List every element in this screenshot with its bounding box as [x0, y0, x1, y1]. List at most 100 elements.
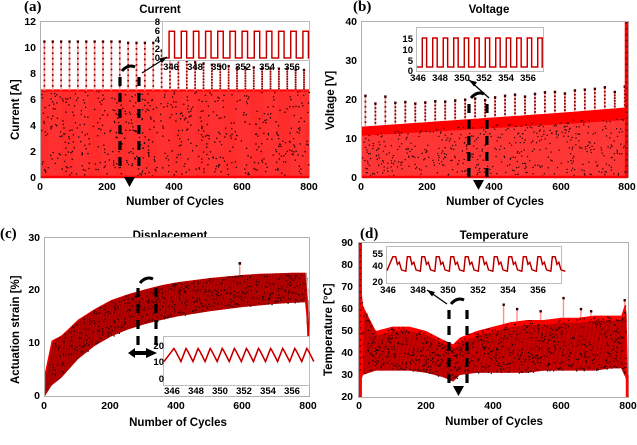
- panel-a-title: Current: [139, 4, 181, 16]
- panel-d-inset-xtick-348: 348: [410, 285, 426, 296]
- panel-c-inset-xtick-346: 346: [164, 386, 180, 397]
- panel-c-ytick-20: 20: [28, 284, 40, 296]
- panel-a-inset-xtick-350: 350: [211, 62, 227, 73]
- panel-a-xtick-600: 600: [233, 181, 251, 193]
- panel-b-inset-xtick-350: 350: [454, 73, 470, 84]
- panel-a-xtick-200: 200: [98, 181, 116, 193]
- down-arrow-icon: [124, 177, 135, 187]
- panel-d-inset-wave: [386, 256, 566, 273]
- panel-b-xtick-400: 400: [485, 181, 503, 193]
- panel-a-inset-ytick-6: 6: [154, 26, 160, 37]
- panel-a-inset-ytick-8: 8: [154, 17, 160, 28]
- panel-a-inset-ytick-0: 0: [154, 53, 160, 64]
- panel-a-ytick-10: 10: [24, 42, 36, 54]
- panel-d-inset-xtick-354: 354: [500, 285, 516, 296]
- panel-a-inset: [162, 21, 310, 61]
- panel-a-inset-xtick-356: 356: [284, 62, 300, 73]
- down-arrow-icon: [453, 386, 464, 396]
- panel-c: (c) Displacement 30 20 10 0 0 200 400 60…: [0, 224, 319, 445]
- panel-d-inset-ytick-20: 20: [372, 277, 383, 288]
- panel-d-inset-xtick-346: 346: [380, 285, 396, 296]
- panel-b-zoom-callout: [467, 79, 490, 190]
- panel-b-inset-wave: [417, 37, 543, 68]
- panel-a-xtick-0: 0: [37, 181, 43, 193]
- panel-b-inset-ytick-5: 5: [407, 56, 413, 67]
- arrow-head-icon: [427, 290, 435, 297]
- panel-b-ytick-20: 20: [345, 94, 357, 106]
- panel-b-inset-xtick-352: 352: [476, 73, 492, 84]
- panel-a-xtick-400: 400: [165, 181, 183, 193]
- panel-d-inset-xtick-356: 356: [530, 285, 546, 296]
- panel-c-inset-wave: [163, 346, 315, 364]
- panel-d-ytick-90: 90: [341, 237, 353, 249]
- right-arrow-icon: [146, 348, 157, 358]
- panel-a-xtick-800: 800: [300, 181, 318, 193]
- panel-d-zoom-callout: [426, 289, 469, 396]
- panel-a-letter: (a): [24, 0, 42, 15]
- panel-b-xlabel: Number of Cycles: [446, 196, 544, 208]
- panel-b: (b) Voltage 40 30 20 10 0 0 200 400 600 …: [319, 0, 637, 224]
- panel-c-inset-xtick-348: 348: [188, 386, 204, 397]
- panel-c-inset-xtick-356: 356: [284, 386, 300, 397]
- panel-b-inset: [416, 27, 544, 72]
- panel-d-ytick-50: 50: [341, 325, 353, 337]
- panel-c-xlabel: Number of Cycles: [129, 417, 227, 429]
- panel-c-xtick-400: 400: [167, 400, 185, 412]
- panel-a-inset-xtick-354: 354: [259, 62, 275, 73]
- panel-c-inset-ytick-10: 10: [153, 357, 164, 368]
- panel-b-xtick-800: 800: [618, 181, 636, 193]
- panel-d-inset-ytick-55: 55: [372, 249, 383, 260]
- panel-d-xtick-200: 200: [417, 400, 435, 412]
- panel-c-inset-xtick-352: 352: [236, 386, 252, 397]
- panel-c-xtick-0: 0: [41, 400, 47, 412]
- panel-c-inset-xtick-350: 350: [212, 386, 228, 397]
- arrow-head-icon: [469, 80, 477, 87]
- panel-d-xtick-0: 0: [356, 400, 362, 412]
- panel-a-inset-xtick-346: 346: [163, 62, 179, 73]
- panel-b-xtick-200: 200: [418, 181, 436, 193]
- panel-c-zoom-callout: [128, 276, 158, 358]
- panel-a-ytick-12: 12: [24, 16, 36, 28]
- panel-d-inset-xtick-352: 352: [470, 285, 486, 296]
- panel-b-ytick-10: 10: [345, 133, 357, 145]
- panel-b-inset-xtick-356: 356: [520, 73, 536, 84]
- panel-d-ytick-80: 80: [341, 259, 353, 271]
- panel-a-inset-ytick-4: 4: [154, 35, 160, 46]
- panel-a-inset-ytick-2: 2: [154, 44, 160, 55]
- panel-a-xlabel: Number of Cycles: [126, 196, 224, 208]
- panel-a-ytick-2: 2: [30, 146, 36, 158]
- panel-d-letter: (d): [360, 226, 379, 242]
- panel-d-ytick-70: 70: [341, 281, 353, 293]
- panel-b-ylabel: Voltage [V]: [325, 70, 337, 130]
- panel-b-data: [361, 22, 629, 179]
- panel-d-ytick-30: 30: [341, 369, 353, 381]
- panel-d-title: Temperature: [459, 230, 529, 242]
- panel-c-inset-ytick-0: 0: [158, 374, 164, 385]
- panel-d-xtick-600: 600: [552, 400, 570, 412]
- panel-b-ytick-40: 40: [345, 16, 357, 28]
- panel-b-inset-ytick-10: 10: [402, 45, 413, 56]
- panel-c-inset: [163, 336, 315, 386]
- panel-b-inset-xtick-354: 354: [498, 73, 514, 84]
- panel-b-inset-xtick-346: 346: [410, 73, 426, 84]
- panel-c-data: [45, 262, 310, 396]
- panel-c-inset-ytick-20: 20: [153, 341, 164, 352]
- down-arrow-icon: [473, 180, 484, 190]
- panel-c-letter: (c): [0, 226, 17, 242]
- panel-b-inset-ytick-0: 0: [407, 66, 413, 77]
- panel-d-inset-xtick-350: 350: [440, 285, 456, 296]
- panel-d-ytick-20: 20: [341, 391, 353, 403]
- panel-d-xtick-800: 800: [619, 400, 637, 412]
- panel-d-data: [358, 243, 629, 397]
- panel-d-ytick-40: 40: [341, 347, 353, 359]
- panel-c-ytick-10: 10: [28, 337, 40, 349]
- left-arrow-icon: [128, 348, 135, 358]
- panel-c-xtick-800: 800: [299, 400, 317, 412]
- panel-a-ytick-6: 6: [30, 94, 36, 106]
- panel-a: (a) Current 12 10 8 6 4 2 0 0 200 400 60…: [0, 0, 319, 224]
- panel-b-xtick-600: 600: [552, 181, 570, 193]
- panel-c-xtick-600: 600: [233, 400, 251, 412]
- panel-b-ytick-0: 0: [351, 172, 357, 184]
- panel-c-ylabel: Actuation strain [%]: [10, 275, 22, 384]
